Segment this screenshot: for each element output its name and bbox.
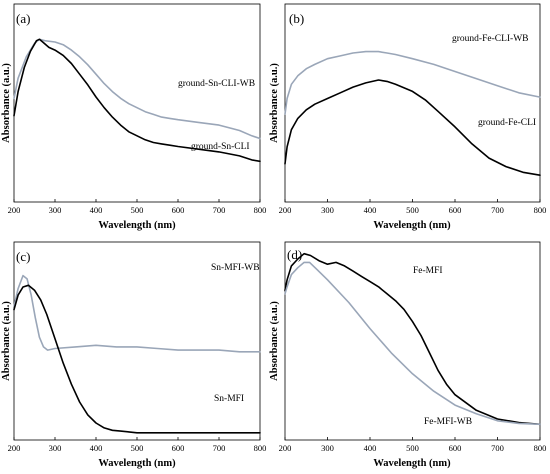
panel-d: 200 300 400 500 600 700 800 (d) Fe-MFI Fe-MFI-… <box>269 241 547 469</box>
x-tick-label: 200 <box>279 205 292 215</box>
curves <box>284 252 541 426</box>
panel-label: (c) <box>16 249 30 264</box>
y-axis-title: Absorbance (a.u.) <box>269 63 280 143</box>
series-line-ground-fe-cli <box>284 79 541 176</box>
x-ticks: 200 300 400 500 600 700 800 <box>8 437 267 453</box>
x-tick-label: 600 <box>449 205 462 215</box>
x-tick-label: 700 <box>491 205 504 215</box>
series-label-ground-fe-cli-wb: ground-Fe-CLI-WB <box>452 34 529 44</box>
panel-a: 200 300 400 500 600 700 800 (a) ground-Sn-CLI-… <box>1 3 267 231</box>
curves <box>284 50 541 176</box>
panel-label: (b) <box>289 11 304 26</box>
x-tick-label: 500 <box>406 443 419 453</box>
x-ticks: 200 300 400 500 600 700 800 <box>279 437 547 453</box>
panel-label: (a) <box>16 11 30 26</box>
series-line-ground-sn-cli <box>13 38 261 163</box>
x-tick-label: 400 <box>364 205 377 215</box>
panel-label: (d) <box>287 247 302 262</box>
series-label-ground-sn-cli: ground-Sn-CLI <box>191 142 250 152</box>
x-tick-label: 600 <box>449 443 462 453</box>
x-tick-label: 200 <box>279 443 292 453</box>
y-axis-title: Absorbance (a.u.) <box>1 301 12 381</box>
series-label-ground-fe-cli: ground-Fe-CLI <box>478 118 536 128</box>
x-tick-label: 300 <box>321 443 334 453</box>
series-label-ground-sn-cli-wb: ground-Sn-CLI-WB <box>178 79 255 89</box>
x-tick-label: 200 <box>8 205 21 215</box>
x-axis-title: Wavelength (nm) <box>373 458 451 469</box>
series-label-fe-mfi-wb: Fe-MFI-WB <box>424 417 472 427</box>
x-tick-label: 800 <box>534 205 547 215</box>
x-tick-label: 400 <box>90 205 103 215</box>
y-axis-title: Absorbance (a.u.) <box>1 63 12 143</box>
x-tick-label: 600 <box>172 443 185 453</box>
curves <box>13 38 261 163</box>
x-axis-title: Wavelength (nm) <box>373 220 451 231</box>
plot-frame <box>13 3 261 203</box>
x-tick-label: 300 <box>321 205 334 215</box>
x-axis-title: Wavelength (nm) <box>98 458 176 469</box>
panel-c: 200 300 400 500 600 700 800 (c) Sn-MFI-WB Sn-M… <box>1 241 267 469</box>
x-tick-label: 700 <box>491 443 504 453</box>
x-tick-label: 300 <box>49 443 62 453</box>
x-ticks: 200 300 400 500 600 700 800 <box>279 199 547 215</box>
series-line-sn-mfi <box>13 284 261 434</box>
series-label-sn-mfi-wb: Sn-MFI-WB <box>211 263 260 273</box>
series-line-fe-mfi-wb <box>284 261 541 426</box>
y-axis-title: Absorbance (a.u.) <box>269 301 280 381</box>
x-tick-label: 800 <box>254 443 267 453</box>
x-tick-label: 600 <box>172 205 185 215</box>
series-line-fe-mfi <box>284 252 541 426</box>
x-axis-title: Wavelength (nm) <box>98 220 176 231</box>
x-tick-label: 800 <box>534 443 547 453</box>
x-tick-label: 400 <box>364 443 377 453</box>
series-label-sn-mfi: Sn-MFI <box>214 394 244 404</box>
x-tick-label: 700 <box>213 443 226 453</box>
series-label-fe-mfi: Fe-MFI <box>413 266 443 276</box>
x-tick-label: 800 <box>254 205 267 215</box>
x-tick-label: 500 <box>406 205 419 215</box>
x-tick-label: 500 <box>131 205 144 215</box>
x-tick-label: 400 <box>90 443 103 453</box>
x-tick-label: 500 <box>131 443 144 453</box>
curves <box>13 274 261 434</box>
x-ticks: 200 300 400 500 600 700 800 <box>8 199 267 215</box>
x-tick-label: 200 <box>8 443 21 453</box>
x-tick-label: 300 <box>49 205 62 215</box>
series-line-sn-mfi-wb <box>13 274 261 353</box>
panel-b: 200 300 400 500 600 700 800 (b) ground-Fe-CLI-… <box>269 3 547 231</box>
series-line-ground-fe-cli-wb <box>284 50 541 115</box>
x-tick-label: 700 <box>213 205 226 215</box>
